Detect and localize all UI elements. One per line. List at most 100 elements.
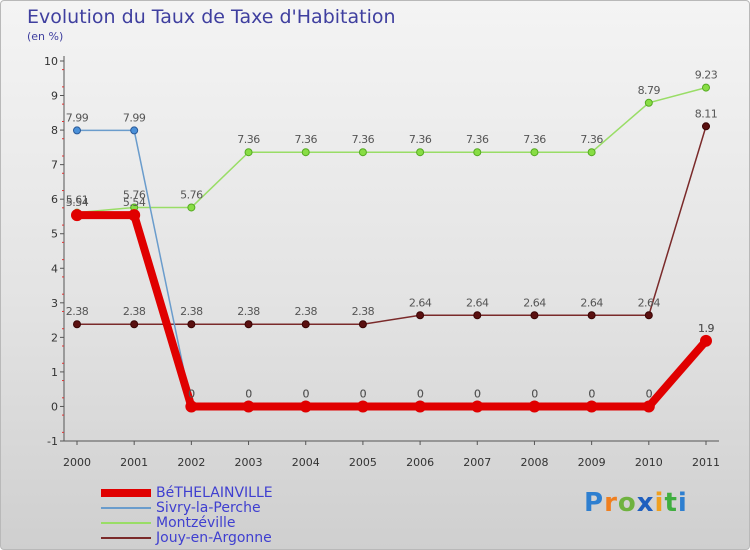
proxiti-logo: Proxiti: [584, 488, 688, 518]
data-label: 2.38: [237, 305, 260, 318]
data-label: 7.36: [580, 133, 603, 146]
x-tick-label: 2006: [406, 456, 434, 469]
logo-letter: i: [677, 488, 688, 518]
data-point-jouy: [130, 320, 139, 329]
data-label: 2.38: [66, 305, 89, 318]
logo-letter: x: [636, 488, 655, 518]
x-tick-label: 2010: [635, 456, 663, 469]
legend-label: Montzéville: [156, 515, 236, 531]
data-label: 7.36: [352, 133, 375, 146]
data-point-montzeville: [702, 83, 710, 92]
data-label: 0: [360, 387, 367, 400]
data-label: 0: [474, 387, 481, 400]
data-point-bethelainville: [356, 400, 369, 413]
x-tick-label: 2008: [520, 456, 548, 469]
data-label: 2.64: [523, 296, 546, 309]
data-label: 2.64: [466, 296, 489, 309]
chart-subtitle: (en %): [27, 30, 64, 43]
data-point-montzeville: [644, 98, 653, 107]
data-label: 2.64: [580, 296, 603, 309]
legend-label: BéTHELAINVILLE: [156, 485, 273, 501]
data-point-jouy: [244, 320, 253, 329]
legend-swatch: [101, 489, 151, 497]
logo-letter: o: [617, 488, 637, 518]
data-label: 0: [531, 387, 538, 400]
y-tick-label: 5: [51, 228, 58, 241]
series-line-bethelainville: [73, 211, 710, 411]
data-point-sivry: [130, 126, 139, 135]
data-label: 0: [531, 387, 538, 400]
data-point-bethelainville: [71, 209, 83, 222]
x-tick-label: 2000: [63, 456, 91, 469]
data-point-bethelainville: [414, 400, 427, 413]
series-line-montz-ville: [76, 86, 707, 214]
y-tick-label: 6: [51, 193, 58, 206]
data-point-bethelainville: [642, 400, 655, 413]
x-tick-label: 2009: [578, 456, 606, 469]
y-tick-label: 2: [51, 331, 58, 344]
data-point-jouy: [530, 311, 539, 320]
data-label: 0: [474, 387, 481, 400]
legend-swatch: [101, 537, 151, 539]
data-label: 0: [417, 387, 424, 400]
data-point-montzeville: [416, 148, 425, 157]
data-point-bethelainville: [585, 400, 598, 413]
legend-label: Sivry-la-Perche: [156, 500, 261, 516]
x-tick-label: 2004: [292, 456, 320, 469]
logo-letter: P: [584, 488, 605, 518]
y-tick-label: -1: [47, 435, 58, 448]
data-point-montzeville: [587, 148, 596, 157]
data-label: 0: [245, 387, 252, 400]
logo-letter: i: [654, 488, 665, 518]
data-label: 2.38: [180, 305, 203, 318]
data-label: 1.9: [698, 322, 714, 335]
data-point-bethelainville: [528, 400, 541, 413]
x-tick-label: 2007: [463, 456, 491, 469]
data-label: 0: [188, 387, 195, 400]
chart-title: Evolution du Taux de Taxe d'Habitation: [27, 6, 396, 28]
data-label: 7.99: [66, 111, 89, 124]
series-line-sivry-la-perche: [77, 129, 707, 408]
data-label: 0: [302, 387, 309, 400]
data-label: 0: [302, 387, 309, 400]
logo-letter: r: [604, 488, 618, 518]
y-tick-label: 8: [51, 124, 58, 137]
data-point-montzeville: [301, 148, 310, 157]
y-tick-label: 0: [51, 400, 58, 413]
data-label: 0: [417, 387, 424, 400]
x-tick-label: 2011: [692, 456, 720, 469]
y-tick-label: 4: [51, 262, 58, 275]
data-point-jouy: [587, 311, 596, 320]
data-label: 0: [245, 387, 252, 400]
data-label: 5.54: [66, 196, 89, 209]
x-tick-label: 2001: [120, 456, 148, 469]
y-tick-label: 3: [51, 297, 58, 310]
legend-swatch: [101, 522, 151, 524]
data-label: 2.64: [409, 296, 432, 309]
y-tick-label: 9: [51, 90, 58, 103]
series-line-jouy-en-argonne: [77, 126, 707, 325]
data-point-jouy: [702, 122, 710, 131]
x-tick-label: 2005: [349, 456, 377, 469]
data-label: 0: [646, 387, 653, 400]
data-point-bethelainville: [128, 209, 141, 222]
data-label: 5.54: [123, 196, 146, 209]
y-tick-label: 10: [44, 55, 58, 68]
data-label: 7.36: [409, 133, 432, 146]
data-label: 7.99: [123, 111, 146, 124]
legend-label: Jouy-en-Argonne: [156, 530, 272, 546]
data-label: 9.23: [695, 69, 718, 82]
data-label: 1.9: [698, 322, 714, 335]
data-label: 2.64: [638, 296, 661, 309]
data-point-montzeville: [244, 148, 253, 157]
data-label: 8.79: [638, 84, 661, 97]
data-point-jouy: [73, 320, 81, 329]
data-label: 5.76: [123, 188, 146, 201]
data-point-montzeville: [358, 148, 367, 157]
data-point-bethelainville: [242, 400, 255, 413]
data-label: 7.36: [466, 133, 489, 146]
data-label: 0: [588, 387, 595, 400]
data-point-jouy: [187, 320, 196, 329]
data-label: 5.76: [180, 188, 203, 201]
